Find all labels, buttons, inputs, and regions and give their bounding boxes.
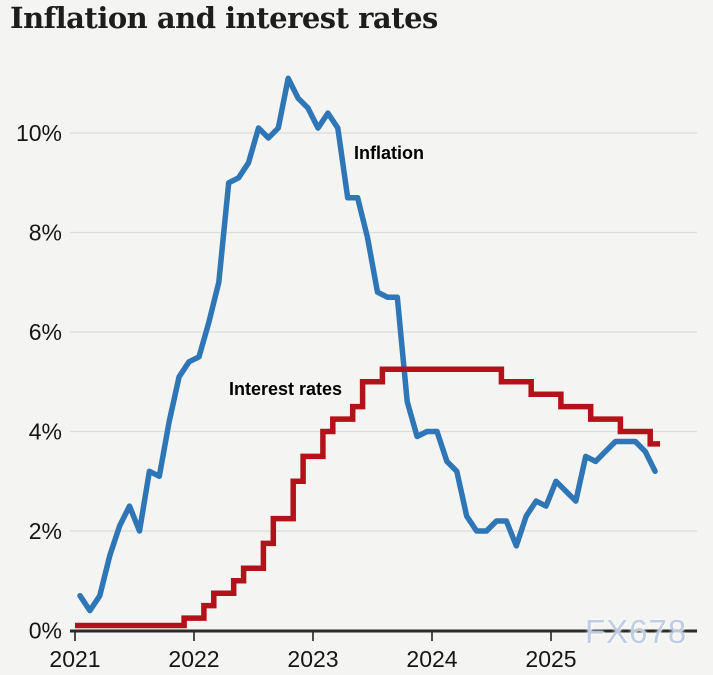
inflation-line	[77, 75, 658, 614]
y-tick-label: 6%	[29, 319, 62, 345]
x-tick-label: 2024	[406, 646, 457, 672]
inflation-series-label: Inflation	[354, 143, 424, 163]
x-tick-label: 2022	[168, 646, 219, 672]
interest-rates-series-label: Interest rates	[229, 379, 343, 399]
watermark: FX678	[585, 613, 688, 650]
interest-rates-line	[75, 366, 661, 629]
y-tick-label: 0%	[29, 618, 62, 644]
y-tick-label: 4%	[29, 419, 62, 445]
x-tick-label: 2021	[49, 646, 100, 672]
y-tick-label: 8%	[29, 220, 62, 246]
y-tick-label: 2%	[29, 518, 62, 544]
chart-title: Inflation and interest rates	[10, 1, 438, 35]
y-tick-label: 10%	[16, 120, 62, 146]
x-tick-label: 2025	[525, 646, 576, 672]
x-tick-label: 2023	[287, 646, 338, 672]
